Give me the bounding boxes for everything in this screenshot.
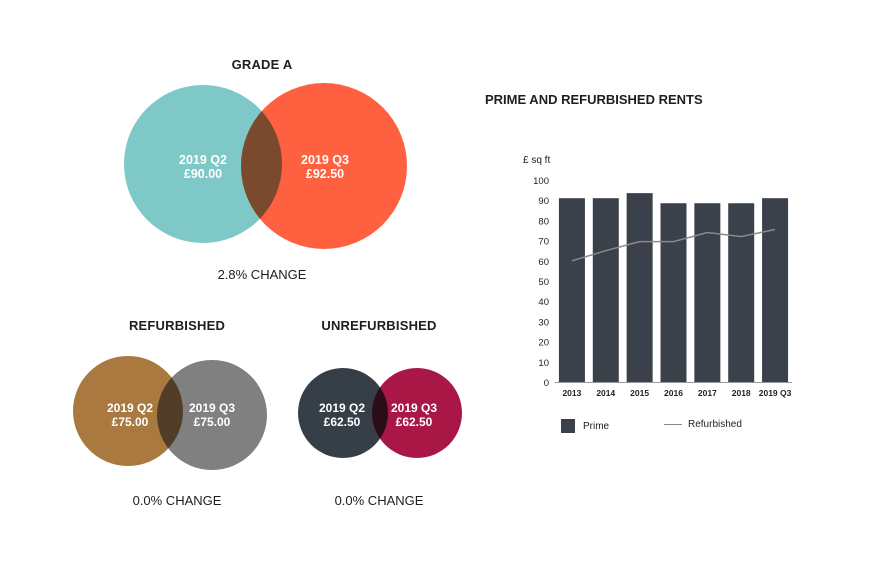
grade-a-q3-circle	[241, 83, 407, 249]
bar-prime	[694, 203, 721, 382]
bar-prime	[762, 198, 789, 382]
legend-refurbished: Refurbished	[664, 419, 742, 430]
unrefurbished-q3-circle	[372, 368, 462, 458]
grade-a-q2-value: £90.00	[184, 167, 222, 181]
x-tick-label: 2013	[562, 388, 581, 398]
legend-prime: Prime	[561, 419, 609, 433]
y-axis-label: £ sq ft	[523, 155, 550, 166]
grade-a-venn: 2019 Q2 £90.00 2019 Q3 £92.50	[124, 83, 407, 249]
unrefurbished-q3-value: £62.50	[396, 415, 433, 429]
unrefurbished-q2-value: £62.50	[324, 415, 361, 429]
refurbished-q3-circle	[157, 360, 267, 470]
legend-prime-swatch	[561, 419, 575, 433]
grade-a-q3-period: 2019 Q3	[301, 153, 349, 167]
refurbished-q2-period: 2019 Q2	[107, 401, 153, 415]
y-tick-label: 100	[533, 176, 549, 187]
y-tick-label: 50	[538, 277, 549, 288]
refurbished-venn: 2019 Q2 £75.00 2019 Q3 £75.00	[73, 356, 267, 470]
bar-prime	[592, 198, 619, 382]
unrefurbished-q3-period: 2019 Q3	[391, 401, 437, 415]
refurbished-q2-value: £75.00	[112, 415, 149, 429]
y-tick-label: 90	[538, 196, 549, 207]
x-tick-label: 2019 Q3	[759, 388, 792, 398]
unrefurbished-q2-circle	[298, 368, 388, 458]
refurbished-change: 0.0% CHANGE	[132, 493, 222, 508]
unrefurbished-title: UNREFURBISHED	[321, 318, 437, 333]
unrefurbished-venn: 2019 Q2 £62.50 2019 Q3 £62.50	[298, 368, 462, 458]
y-tick-label: 30	[538, 317, 549, 328]
line-refurbished	[571, 228, 776, 262]
unrefurbished-change: 0.0% CHANGE	[334, 493, 424, 508]
x-tick-label: 2017	[698, 388, 717, 398]
legend-refurbished-swatch	[664, 424, 682, 425]
x-tick-label: 2016	[664, 388, 683, 398]
legend-refurbished-label: Refurbished	[688, 419, 742, 430]
x-tick-label: 2015	[630, 388, 649, 398]
x-tick-label: 2018	[732, 388, 751, 398]
y-tick-label: 80	[538, 216, 549, 227]
grade-a-q2-period: 2019 Q2	[179, 153, 227, 167]
refurbished-q3-value: £75.00	[194, 415, 231, 429]
refurbished-q3-period: 2019 Q3	[189, 401, 235, 415]
refurbished-q2-circle	[73, 356, 183, 466]
grade-a-q3-value: £92.50	[306, 167, 344, 181]
grade-a-q2-circle	[124, 85, 282, 243]
grade-a-title: GRADE A	[231, 57, 293, 72]
rents-bar-chart: £ sq ft 0 10 20 30 40 50 60 70 80 90 100 2013 2014 201…	[523, 155, 792, 398]
y-tick-label: 40	[538, 297, 549, 308]
chart-title: PRIME AND REFURBISHED RENTS	[485, 92, 703, 107]
grade-a-change: 2.8% CHANGE	[217, 267, 307, 282]
y-tick-label: 60	[538, 257, 549, 268]
y-tick-label: 70	[538, 237, 549, 248]
bar-prime	[558, 198, 585, 382]
y-tick-label: 20	[538, 338, 549, 349]
refurbished-title: REFURBISHED	[128, 318, 226, 333]
bar-prime	[626, 193, 653, 382]
bar-prime	[728, 203, 755, 382]
bar-prime	[660, 203, 687, 382]
y-tick-label: 10	[538, 358, 549, 369]
y-tick-label: 0	[544, 378, 549, 389]
legend-prime-label: Prime	[583, 420, 610, 432]
x-tick-label: 2014	[596, 388, 615, 398]
unrefurbished-q2-period: 2019 Q2	[319, 401, 365, 415]
